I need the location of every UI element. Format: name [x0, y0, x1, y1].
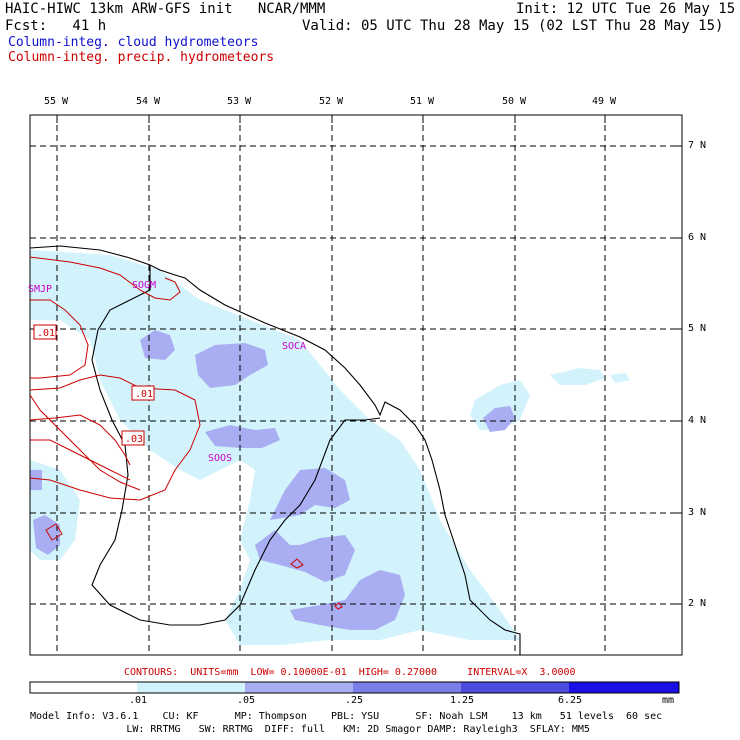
contour-label: .01: [37, 328, 55, 339]
lat-label: 4 N: [688, 415, 707, 426]
contour-label: .03: [125, 434, 143, 445]
border-line: [91, 265, 381, 626]
coastline: [30, 245, 521, 655]
model-info-line2: LW: RRTMG SW: RRTMG DIFF: full KM: 2D Sm…: [30, 724, 590, 735]
colorbar-tick: .01: [129, 695, 148, 706]
lon-label: 55 W: [44, 96, 69, 107]
plot-frame: [29, 114, 683, 656]
cloud-shade-region: [483, 406, 515, 432]
lon-label: 51 W: [410, 96, 435, 107]
cloud-shade-region: [270, 468, 350, 520]
colorbar-tick: 1.25: [450, 695, 475, 706]
contour-label-box: [121, 430, 145, 446]
station-label: SOCA: [282, 341, 307, 352]
cloud-shade-region: [290, 570, 405, 630]
forecast-hour: Fcst: 41 h: [5, 18, 107, 34]
colorbar-tick: .05: [237, 695, 256, 706]
tick-marks: [56, 115, 682, 605]
shading-layer: [30, 250, 630, 645]
lat-label: 5 N: [688, 323, 707, 334]
lat-label: 3 N: [688, 507, 707, 518]
cloud-shade-region: [550, 368, 605, 385]
precip-contours: [30, 256, 343, 610]
legend-cloud: Column-integ. cloud hydrometeors: [8, 35, 259, 50]
model-info-line1: Model Info: V3.6.1 CU: KF MP: Thompson P…: [30, 711, 663, 722]
lat-label: 6 N: [688, 232, 707, 243]
lon-label: 54 W: [136, 96, 161, 107]
lon-label: 53 W: [227, 96, 252, 107]
colorbar: [29, 681, 680, 694]
colorbar-tick: .25: [345, 695, 364, 706]
lat-label: 7 N: [688, 140, 707, 151]
contours-info: CONTOURS: UNITS=mm LOW= 0.10000E-01 HIGH…: [124, 667, 576, 678]
cloud-shade-region: [195, 343, 268, 388]
cloud-shade-region: [205, 425, 280, 448]
model-title: HAIC-HIWC 13km ARW-GFS init NCAR/MMM: [5, 1, 326, 17]
init-time: Init: 12 UTC Tue 26 May 15: [516, 1, 736, 17]
station-label: SMJP: [28, 284, 53, 295]
colorbar-units: mm: [662, 695, 675, 706]
cloud-shade-region: [480, 615, 505, 635]
station-label: SOOS: [208, 453, 233, 464]
cloud-shade-region: [33, 515, 60, 555]
contour-label-box: [131, 385, 155, 401]
station-label: SOGM: [132, 280, 157, 291]
legend-precip: Column-integ. precip. hydrometeors: [8, 50, 275, 65]
valid-time: Valid: 05 UTC Thu 28 May 15 (02 LST Thu …: [302, 18, 724, 34]
cloud-shade-region: [610, 373, 630, 383]
lat-label: 2 N: [688, 598, 707, 609]
cloud-shade-region: [30, 470, 42, 490]
lon-label: 52 W: [319, 96, 344, 107]
lon-label: 50 W: [502, 96, 527, 107]
contour-label: .01: [135, 389, 153, 400]
graticule: [30, 115, 682, 655]
lon-label: 49 W: [592, 96, 617, 107]
contour-label-box: [33, 324, 57, 340]
cloud-shade-region: [255, 530, 355, 582]
colorbar-tick: 6.25: [558, 695, 583, 706]
cloud-shade-region: [30, 250, 520, 645]
